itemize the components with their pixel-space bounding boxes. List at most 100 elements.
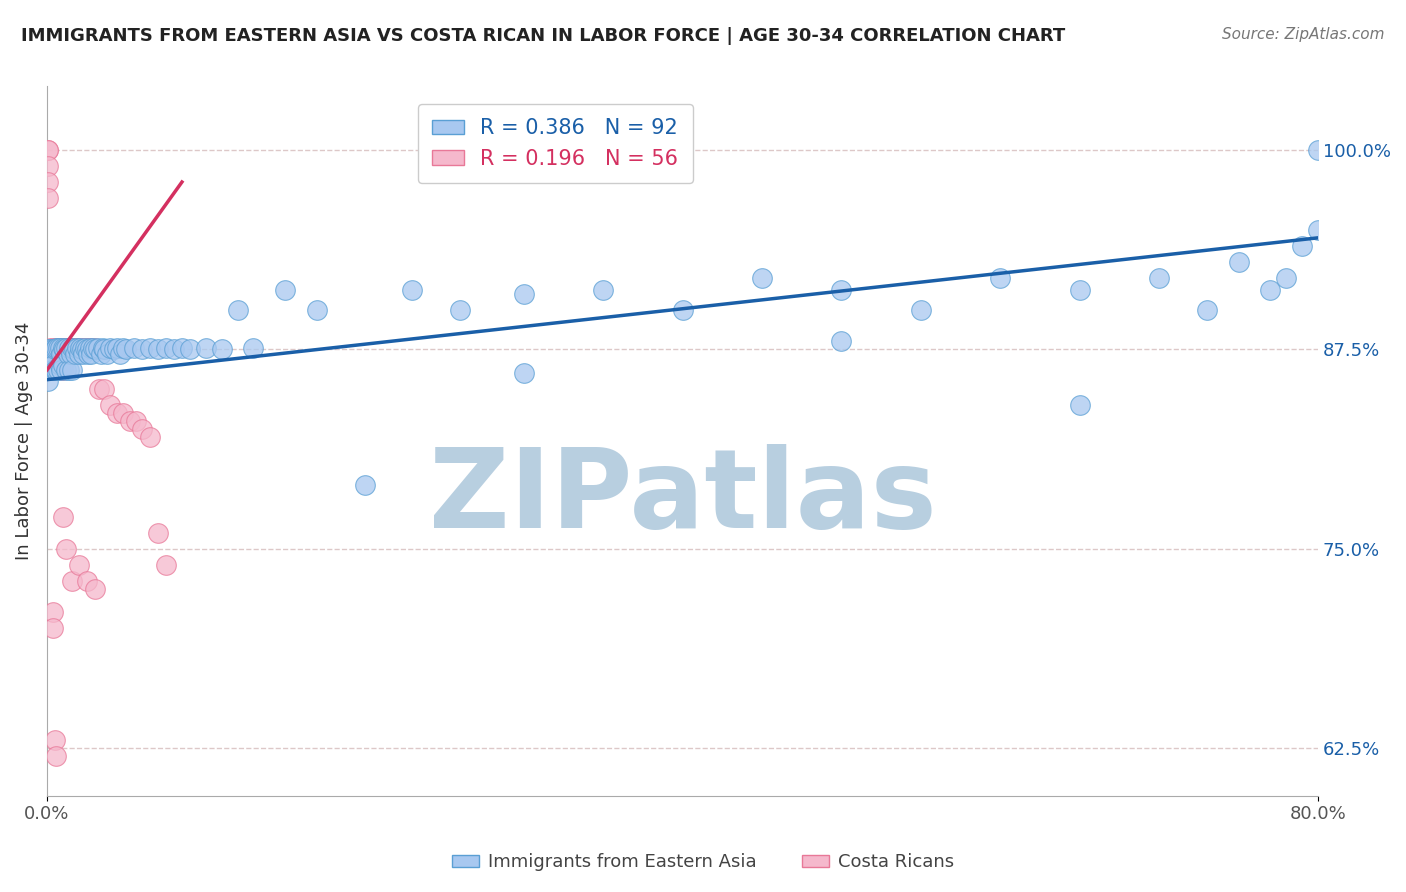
Point [82,341,104,355]
Point [51,347,73,361]
Point [87,341,110,355]
Point [48,341,70,355]
Point [52,341,75,355]
Point [830,284,852,298]
Y-axis label: In Labor Force | Age 30-34: In Labor Force | Age 30-34 [15,322,32,560]
Point [592,284,614,298]
Point [60,363,83,377]
Point [80,341,103,355]
Point [37,143,59,157]
Point [42,359,65,373]
Point [44,363,66,377]
Point [46,363,69,377]
Point [42,343,65,357]
Point [37,191,59,205]
Point [63,341,86,355]
Point [1308,143,1330,157]
Point [155,341,177,355]
Point [45,363,67,377]
Point [41,347,63,361]
Point [125,414,148,428]
Point [112,406,135,420]
Point [1227,254,1250,268]
Point [163,343,186,357]
Point [45,363,67,377]
Point [139,341,162,355]
Point [41,363,63,377]
Point [77,347,100,361]
Point [73,341,96,355]
Point [401,284,423,298]
Point [56,347,79,361]
Point [60,574,83,588]
Point [1147,270,1170,285]
Point [70,341,93,355]
Point [79,341,101,355]
Point [46,363,69,377]
Point [353,478,375,492]
Point [65,341,87,355]
Point [80,347,103,361]
Point [211,343,233,357]
Point [305,302,328,317]
Point [910,302,932,317]
Point [55,341,77,355]
Point [1275,270,1298,285]
Point [67,347,90,361]
Point [194,341,217,355]
Point [1069,398,1091,412]
Point [751,270,773,285]
Point [42,621,65,635]
Point [37,175,59,189]
Point [52,341,75,355]
Point [103,343,125,357]
Point [96,347,118,361]
Point [124,341,146,355]
Point [155,558,177,572]
Point [131,422,153,436]
Point [671,302,693,317]
Point [55,541,77,556]
Point [53,341,76,355]
Point [1069,284,1091,298]
Point [59,347,82,361]
Point [44,363,66,377]
Point [52,509,75,524]
Point [179,343,201,357]
Point [100,398,122,412]
Point [115,343,138,357]
Point [45,341,67,355]
Point [58,363,80,377]
Point [58,341,80,355]
Point [1291,239,1313,253]
Point [46,341,69,355]
Point [60,341,83,355]
Point [46,341,69,355]
Point [37,343,59,357]
Point [139,430,162,444]
Point [146,343,169,357]
Point [83,343,105,357]
Point [512,286,534,301]
Point [83,341,105,355]
Point [89,382,111,396]
Point [39,343,62,357]
Point [44,733,66,747]
Point [512,367,534,381]
Point [51,363,73,377]
Point [112,341,135,355]
Point [51,341,73,355]
Point [100,341,122,355]
Point [76,343,98,357]
Point [44,343,66,357]
Text: Source: ZipAtlas.com: Source: ZipAtlas.com [1222,27,1385,42]
Point [70,343,93,357]
Text: ZIPatlas: ZIPatlas [429,444,936,551]
Text: IMMIGRANTS FROM EASTERN ASIA VS COSTA RICAN IN LABOR FORCE | AGE 30-34 CORRELATI: IMMIGRANTS FROM EASTERN ASIA VS COSTA RI… [21,27,1066,45]
Point [226,302,249,317]
Point [55,363,77,377]
Point [67,558,90,572]
Point [118,414,141,428]
Legend: Immigrants from Eastern Asia, Costa Ricans: Immigrants from Eastern Asia, Costa Rica… [444,847,962,879]
Point [131,343,153,357]
